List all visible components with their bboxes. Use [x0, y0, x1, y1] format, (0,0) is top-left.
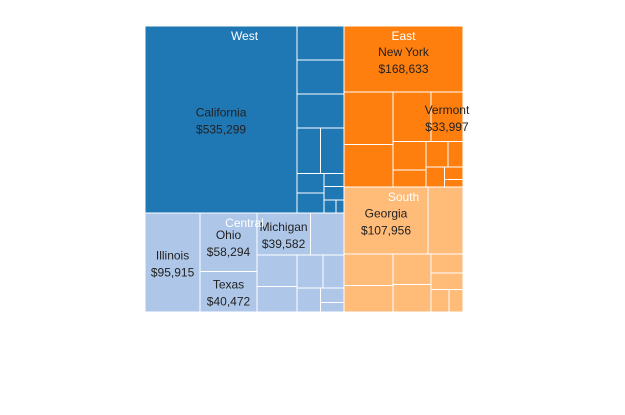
tile-east-item-5 [392, 141, 427, 171]
tile-label-new-york: New York [378, 45, 430, 59]
tile-label-michigan: Michigan [260, 220, 308, 234]
tile-west-item-5 [320, 127, 345, 174]
tile-east-item-3 [392, 91, 432, 143]
tile-south-item-3 [343, 285, 394, 313]
tile-east-item-10 [444, 166, 464, 180]
tile-value-texas: $40,472 [207, 295, 251, 309]
tiles-layer [144, 25, 464, 313]
tile-west-item-9 [323, 186, 345, 201]
tile-label-georgia: Georgia [365, 206, 408, 220]
tile-value-california: $535,299 [196, 123, 246, 137]
tile-value-georgia: $107,956 [361, 223, 411, 237]
tile-value-michigan: $39,582 [262, 237, 306, 251]
tile-south-item-2 [343, 253, 394, 287]
tile-west-item-2 [296, 59, 345, 95]
tile-west-item-10 [323, 199, 337, 214]
tile-central-ohio [199, 212, 258, 272]
tile-west-item-3 [296, 93, 345, 129]
tile-west-california [144, 25, 298, 214]
tile-central-item-5 [256, 254, 298, 287]
tile-value-illinois: $95,915 [151, 266, 195, 280]
tile-west-item-4 [296, 127, 322, 174]
tile-label-texas: Texas [213, 278, 244, 292]
tile-value-ohio: $58,294 [207, 245, 251, 259]
tile-central-item-4 [309, 212, 345, 256]
tile-east-new-york [343, 25, 464, 93]
tile-south-item-9 [448, 288, 464, 313]
tile-label-vermont: Vermont [425, 103, 470, 117]
tile-value-vermont: $33,997 [425, 120, 469, 134]
tile-central-item-7 [296, 254, 324, 289]
tile-east-item-11 [444, 178, 464, 188]
tile-east-item-9 [425, 166, 446, 188]
tile-east-item-8 [447, 141, 464, 168]
tile-west-item-7 [296, 192, 325, 214]
tile-central-item-6 [256, 285, 298, 313]
tile-east-item-2 [343, 143, 394, 188]
tile-south-item-4 [392, 253, 432, 285]
tile-central-item-9 [296, 287, 321, 313]
tile-south-item-6 [430, 253, 464, 274]
tile-value-new-york: $168,633 [378, 62, 428, 76]
labels-layer: California $535,299 West New York $168,633 Ve… [151, 29, 470, 309]
tile-west-item-1 [296, 25, 345, 61]
region-label-south: South [388, 190, 419, 204]
tile-label-california: California [196, 106, 247, 120]
tile-east-vermont [430, 91, 464, 143]
region-label-east: East [391, 29, 416, 43]
tile-central-item-11 [319, 301, 345, 313]
tile-east-item-1 [343, 91, 394, 145]
tile-central-item-10 [319, 287, 345, 303]
tile-west-item-6 [296, 172, 325, 194]
region-label-west: West [231, 29, 259, 43]
tile-label-ohio: Ohio [216, 228, 242, 242]
tile-label-illinois: Illinois [156, 249, 189, 263]
tile-south-item-8 [430, 288, 450, 313]
tile-south-item-1 [427, 186, 464, 255]
tile-east-item-6 [392, 169, 427, 188]
region-label-central: Central [225, 216, 264, 230]
tile-central-michigan [256, 212, 311, 256]
tile-central-illinois [144, 212, 201, 313]
tile-south-item-7 [430, 272, 464, 290]
tile-west-item-11 [335, 199, 345, 214]
tile-central-item-8 [322, 254, 345, 289]
tile-west-item-8 [323, 172, 345, 188]
tile-east-item-7 [425, 141, 449, 168]
tile-south-item-5 [392, 283, 432, 313]
